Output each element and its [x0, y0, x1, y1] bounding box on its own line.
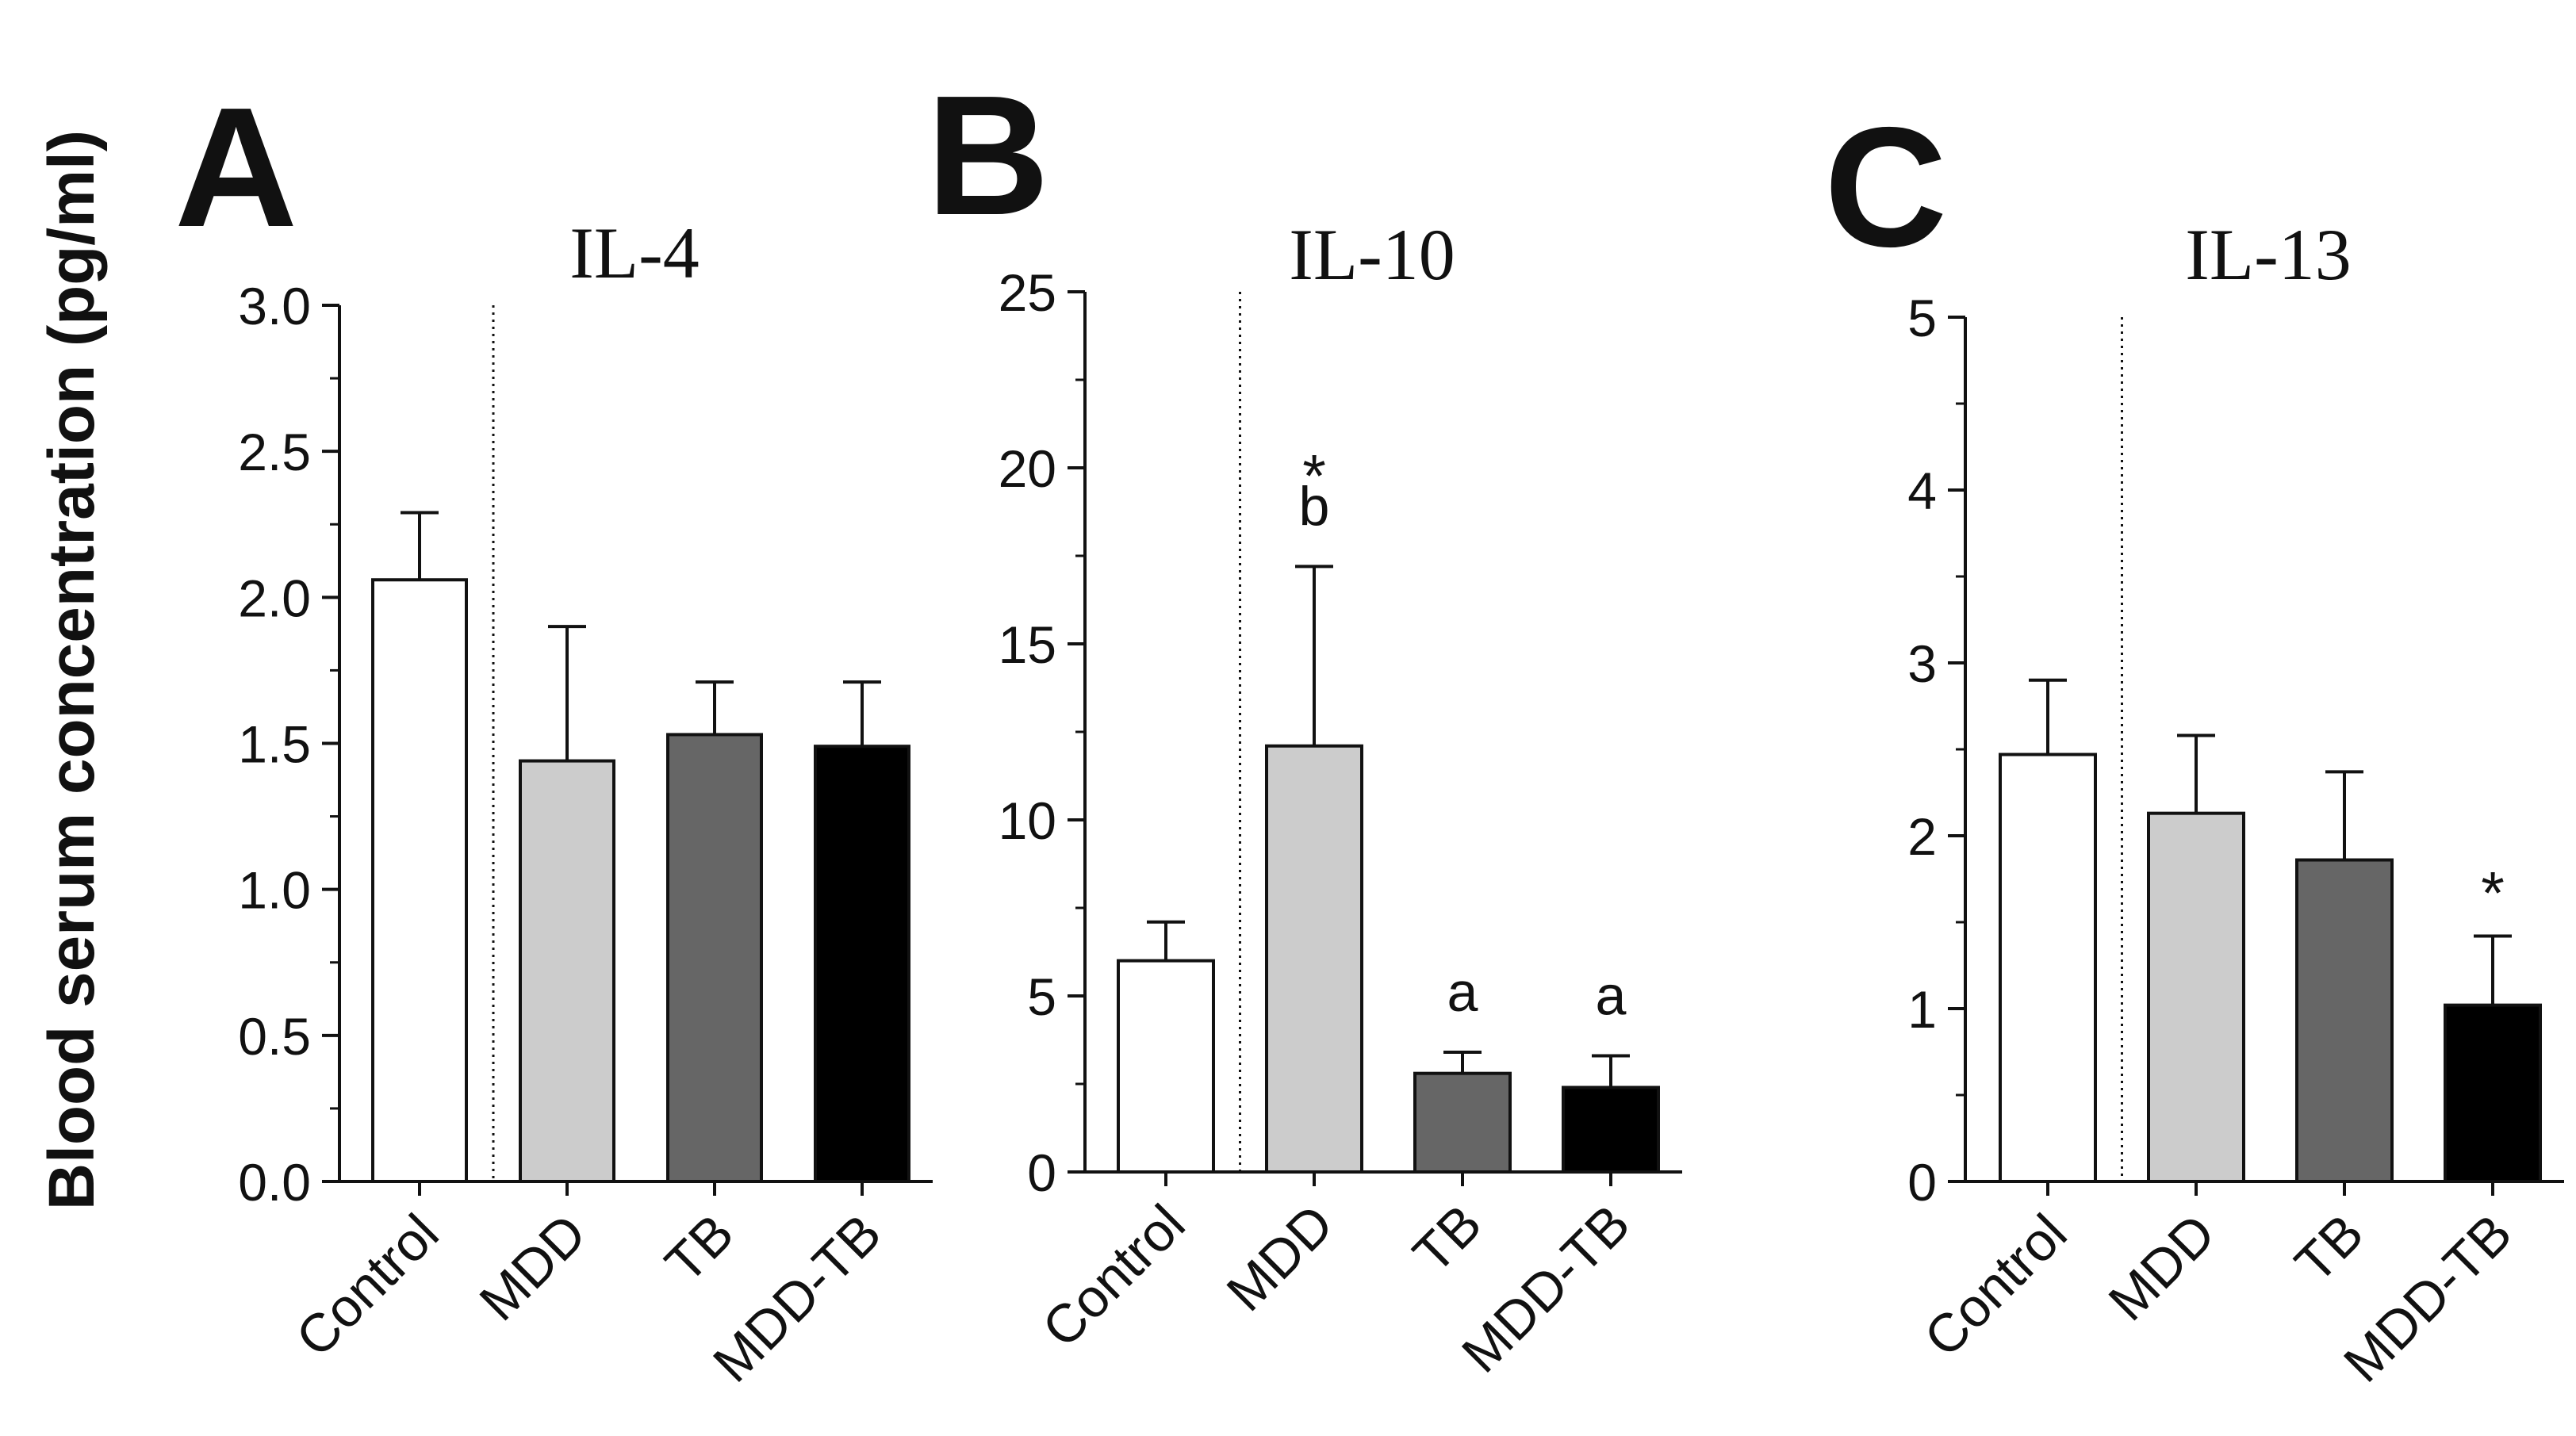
- y-tick-label: 1: [1907, 980, 1937, 1039]
- x-tick-label: MDD: [1215, 1193, 1344, 1323]
- bar-mdd: [519, 759, 615, 1183]
- y-tick-label: 10: [999, 791, 1056, 850]
- bar-mdd-tb: [2444, 1003, 2542, 1184]
- x-tick-label: MDD: [468, 1203, 597, 1332]
- significance-letter: b: [1299, 475, 1330, 537]
- bar-tb: [2295, 858, 2394, 1184]
- significance-letter: a: [1596, 964, 1627, 1026]
- panel-title: IL-13: [2185, 214, 2351, 295]
- y-axis-label: Blood serum concentration (pg/ml): [36, 130, 108, 1210]
- panel-letter: A: [174, 71, 297, 262]
- x-tick-label: Control: [1031, 1193, 1197, 1359]
- y-tick-label: 2.0: [238, 569, 311, 627]
- bar-mdd-tb: [1562, 1086, 1660, 1174]
- x-tick-label: MDD: [2097, 1203, 2226, 1332]
- y-tick-label: 5: [1907, 289, 1937, 347]
- panel-title: IL-10: [1289, 214, 1455, 295]
- y-tick-label: 3.0: [238, 277, 311, 335]
- panel-title: IL-4: [569, 213, 699, 293]
- y-tick-label: 0: [1027, 1143, 1056, 1202]
- bar-control: [1117, 959, 1215, 1174]
- x-tick-label: TB: [1401, 1193, 1493, 1285]
- y-tick-label: 4: [1907, 461, 1937, 520]
- bar-mdd: [1265, 744, 1363, 1174]
- y-tick-label: 1.0: [238, 861, 311, 920]
- y-tick-label: 2.5: [238, 423, 311, 481]
- bar-control: [371, 578, 468, 1183]
- y-tick-label: 1.5: [238, 715, 311, 774]
- x-tick-label: Control: [285, 1203, 450, 1369]
- bar-mdd-tb: [814, 745, 910, 1183]
- bar-tb: [1413, 1071, 1512, 1174]
- y-tick-label: 2: [1907, 807, 1937, 866]
- bar-mdd: [2147, 811, 2245, 1184]
- x-tick-label: MDD-TB: [1451, 1193, 1642, 1384]
- x-tick-label: TB: [654, 1203, 745, 1294]
- y-tick-label: 25: [999, 263, 1056, 322]
- y-tick-label: 3: [1907, 634, 1937, 693]
- y-tick-label: 0: [1907, 1153, 1937, 1212]
- x-tick-label: Control: [1913, 1203, 2079, 1369]
- significance-star: *: [1302, 442, 1326, 510]
- significance-letter: a: [1447, 961, 1478, 1023]
- y-tick-label: 5: [1027, 967, 1056, 1026]
- y-tick-label: 0.5: [238, 1007, 311, 1066]
- panel-letter: C: [1824, 91, 1947, 282]
- y-tick-label: 15: [999, 615, 1056, 674]
- y-tick-label: 0.0: [238, 1153, 311, 1212]
- panel-letter: B: [926, 59, 1049, 251]
- panel-b: B IL-10 0 5 10 15 20 25 Control MDD b* TB a MDD-TB a: [926, 59, 1682, 1384]
- bar-tb: [666, 733, 763, 1183]
- x-tick-label: MDD-TB: [2333, 1203, 2524, 1394]
- bar-control: [1999, 752, 2097, 1183]
- x-tick-label: TB: [2283, 1203, 2375, 1294]
- significance-star: *: [2481, 860, 2505, 927]
- y-tick-label: 20: [999, 439, 1056, 498]
